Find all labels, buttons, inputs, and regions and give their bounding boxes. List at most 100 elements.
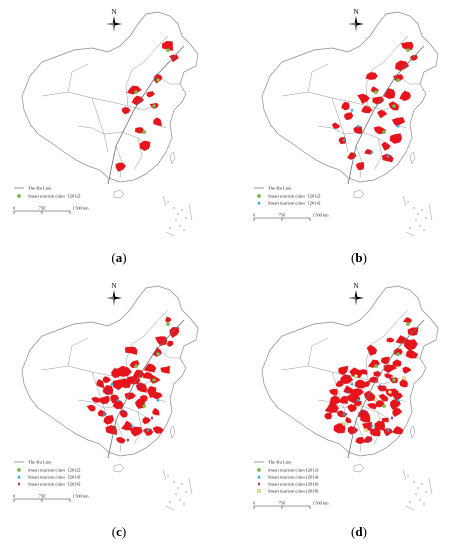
island-dot [425,491,427,493]
north-arrow-east [114,22,122,26]
china-map-b: N The Hu Line Smart tourism cities（2012） Sm… [253,8,439,237]
south-china-sea-inset [162,195,193,237]
north-arrow-west [348,296,356,300]
province-boundary [41,91,113,103]
province-boundary [115,419,123,453]
city-region [119,409,128,418]
smart-city-regions [324,317,419,444]
city-region [366,344,378,356]
scale-bar: 0 750 1 500 km [253,213,329,221]
city-region [392,359,402,367]
city-region [383,428,393,437]
city-region [391,117,406,127]
legend-hu-line-label: The Hu Line [28,186,51,191]
province-boundary [307,337,329,367]
inset-dash [162,195,193,237]
marker-y2014 [350,382,354,386]
city-region [96,379,105,389]
island-dot [177,487,179,489]
inset-dash [402,195,433,237]
city-region [160,365,171,374]
city-region [155,336,168,346]
north-arrow-down [354,24,358,32]
city-region [124,392,136,400]
island-dot [425,217,427,219]
map-legend: The Hu Line Smart tourism cities（2012） Sma… [254,186,323,206]
province-boundary [307,63,329,93]
marker-y2012 [134,90,138,94]
panel-caption-d: (d) [351,524,367,539]
marker-y2012 [392,104,396,108]
marker-y2012 [142,404,146,408]
city-region [341,101,350,111]
city-region [343,385,355,394]
province-boundary [41,365,113,377]
scale-label-start: 0 [253,213,256,218]
city-region [111,368,123,379]
city-region [131,95,145,106]
city-region [347,403,358,413]
city-region [91,396,101,403]
city-region [405,349,419,359]
city-region [378,393,389,402]
marker-y2012 [152,378,156,382]
marker-y2014 [102,412,106,416]
island-dot [413,481,415,483]
city-region [142,416,151,425]
north-arrow: N [348,282,364,306]
marker-y2012 [257,194,261,198]
hu-line [107,319,185,459]
city-region [382,153,394,163]
marker-y2012 [156,78,160,82]
marker-y2012 [134,364,138,368]
north-label: N [353,8,358,16]
city-region [125,346,138,355]
marker-y2018 [342,422,346,426]
inset-dash [402,469,433,511]
smart-city-regions [86,316,180,444]
marker-y2012 [396,78,400,82]
marker-y2014 [156,398,160,402]
marker-y2014 [386,428,390,432]
marker-y2012 [166,48,170,52]
scale-label-end: 1 500 km [72,494,89,499]
marker-y2014 [342,412,346,416]
hainan-island [353,189,365,199]
north-label: N [111,8,116,16]
panel-caption-a: (a) [111,250,127,265]
province-boundary [157,349,180,359]
legend-item-y2014: Smart tourism cities（2014） [28,475,83,480]
hu-line [347,45,425,185]
north-arrow-west [348,22,356,26]
city-region [153,117,163,127]
province-boundary [143,35,169,63]
legend-item-y2014: Smart tourism cities (2014) [268,475,319,480]
marker-y2016 [378,384,382,388]
city-region [353,125,363,134]
island-dot [419,499,421,501]
marker-y2012 [152,104,156,108]
city-region [165,316,172,323]
city-region [395,60,410,72]
legend-hu-line-label: The Hu Line [268,460,291,465]
north-label: N [353,282,358,290]
city-region [399,379,409,388]
province-boundary [143,309,169,337]
scale-bar: 0 750 1 500 km [13,206,89,214]
city-region [338,365,349,376]
city-region [140,395,148,403]
north-arrow-up [354,290,358,298]
island-dot [167,475,169,477]
marker-y2016 [138,384,142,388]
island-dot [419,225,421,227]
marker-y2014 [146,428,150,432]
taiwan-island [409,425,416,439]
city-markers [342,322,410,442]
city-region [336,410,348,418]
marker-y2016 [390,416,394,420]
legend-item-y2016: Smart tourism cities（2016） [28,482,83,487]
scale-label-start: 0 [13,494,16,499]
city-region [381,417,389,423]
legend-hu-line-label: The Hu Line [28,460,51,465]
scale-label-mid: 750 [39,494,46,499]
